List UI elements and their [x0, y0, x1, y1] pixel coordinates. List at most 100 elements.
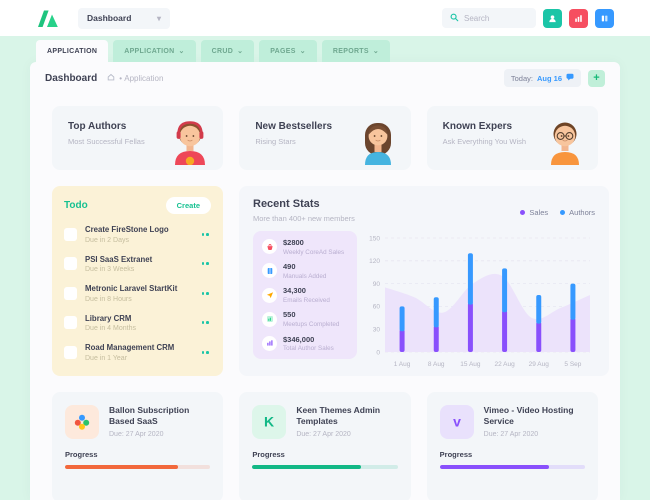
chevron-down-icon: ⌄ — [372, 48, 380, 55]
tab-application-0[interactable]: APPLICATION — [36, 40, 109, 62]
workspace-select-value: Dashboard — [87, 13, 132, 23]
svg-text:8 Aug: 8 Aug — [428, 361, 445, 368]
todo-item-menu[interactable] — [200, 290, 211, 297]
progress-label: Progress — [252, 450, 285, 459]
todo-item: PSI SaaS Extranet Due in 3 Weeks — [64, 254, 211, 273]
project-card[interactable]: v Vimeo - Video Hosting Service Due: 27 … — [426, 392, 598, 500]
bar-chart-button[interactable] — [569, 8, 588, 28]
stat-row: 550 Meetups Completed — [262, 310, 348, 328]
info-card-subtitle: Rising Stars — [255, 137, 296, 146]
project-card[interactable]: Ballon Subscription Based SaaS Due: 27 A… — [52, 392, 224, 500]
svg-text:29 Aug: 29 Aug — [529, 361, 550, 368]
stat-value: 550 — [283, 310, 296, 320]
today-date-chip[interactable]: Today: Aug 16 — [503, 69, 581, 87]
breadcrumb: Dashboard • Application Today: Aug 16 + — [30, 62, 620, 94]
stat-label: Manuals Added — [283, 272, 327, 280]
bars-icon — [266, 340, 272, 346]
columns-button[interactable] — [595, 8, 614, 28]
todo-item-title: PSI SaaS Extranet — [85, 254, 153, 264]
stats-summary-panel: $2800 Weekly CoreAd Sales 490 Manuals Ad… — [253, 231, 357, 359]
todo-checkbox[interactable] — [64, 345, 77, 359]
todo-item-due: Due in 4 Months — [85, 325, 136, 332]
main-panel: Dashboard • Application Today: Aug 16 + … — [30, 62, 620, 500]
stat-label: Emails Received — [283, 296, 330, 304]
todo-item-due: Due in 2 Days — [85, 236, 129, 244]
stat-value: $2800 — [283, 238, 304, 247]
svg-text:90: 90 — [373, 281, 381, 288]
progress-bar — [252, 465, 398, 469]
create-todo-button[interactable]: Create — [165, 197, 211, 214]
recent-stats-title: Recent Stats — [253, 198, 320, 210]
svg-text:1 Aug: 1 Aug — [394, 361, 411, 368]
svg-text:30: 30 — [373, 327, 381, 334]
chevron-down-icon: ⌄ — [178, 48, 185, 55]
svg-text:K: K — [264, 414, 274, 430]
project-due: Due: 27 Apr 2020 — [296, 430, 351, 438]
columns-icon — [601, 15, 608, 21]
todo-item-menu[interactable] — [200, 349, 211, 356]
project-card[interactable]: K Keen Themes Admin Templates Due: 27 Ap… — [239, 392, 411, 500]
user-button[interactable] — [543, 8, 562, 28]
todo-item-menu[interactable] — [200, 231, 211, 238]
legend-item-sales: Sales — [520, 202, 548, 223]
chat-icon — [566, 73, 574, 83]
home-icon[interactable] — [107, 73, 115, 83]
chevron-down-icon: ▾ — [156, 13, 161, 23]
todo-item-title: Road Management CRM — [85, 343, 175, 352]
avatar — [542, 115, 588, 170]
todo-item-title: Library CRM — [85, 313, 132, 323]
todo-item-menu[interactable] — [200, 260, 211, 267]
todo-checkbox[interactable] — [64, 227, 77, 241]
chevron-down-icon: ⌄ — [237, 48, 244, 55]
todo-checkbox[interactable] — [64, 316, 77, 330]
todo-item: Library CRM Due in 4 Months — [64, 313, 211, 332]
app-logo-icon — [36, 9, 60, 27]
breadcrumb-section[interactable]: • Application — [119, 73, 164, 83]
search-box[interactable] — [442, 8, 536, 28]
workspace-select[interactable]: Dashboard ▾ — [78, 7, 170, 29]
todo-item: Road Management CRM Due in 1 Year — [64, 343, 211, 362]
tab-pages-3[interactable]: PAGES ⌄ — [259, 40, 317, 62]
stat-row: 34,300 Emails Received — [262, 286, 348, 304]
vimeo-v-icon: v — [453, 414, 461, 430]
svg-text:5 Sep: 5 Sep — [564, 361, 581, 368]
svg-text:0: 0 — [376, 349, 380, 356]
avatar — [167, 115, 213, 170]
svg-text:15 Aug: 15 Aug — [460, 361, 481, 368]
legend-item-authors: Authors — [560, 202, 595, 223]
search-icon — [450, 13, 459, 22]
todo-checkbox[interactable] — [64, 286, 77, 300]
todo-item-menu[interactable] — [200, 319, 211, 326]
keen-k-icon: K — [264, 414, 274, 430]
stat-value: 490 — [283, 262, 296, 272]
tab-reports-4[interactable]: REPORTS ⌄ — [321, 40, 391, 62]
project-due: Due: 27 Apr 2020 — [483, 430, 539, 438]
page-title: Dashboard — [45, 72, 98, 84]
stat-label: Meetups Completed — [283, 320, 340, 328]
svg-text:22 Aug: 22 Aug — [494, 361, 515, 368]
project-title: Ballon Subscription Based SaaS — [109, 405, 190, 427]
basket-icon — [266, 243, 273, 250]
tab-bar: APPLICATION APPLICATION ⌄ CRUD ⌄ PAGES ⌄ RE… — [36, 40, 391, 62]
info-card-subtitle: Ask Everything You Wish — [442, 137, 527, 146]
progress-label: Progress — [439, 450, 473, 459]
project-due: Due: 27 Apr 2020 — [109, 430, 164, 438]
search-input[interactable] — [464, 13, 526, 23]
chart-legend: Sales Authors — [520, 202, 595, 223]
tab-crud-2[interactable]: CRUD ⌄ — [200, 40, 255, 62]
project-title: Vimeo - Video Hosting Service — [483, 405, 574, 427]
home-icon — [107, 73, 115, 81]
info-card[interactable]: Top Authors Most Successful Fellas — [52, 106, 224, 170]
recent-stats-chart: 0 30 60 90 120 150 1 Aug 8 Aug 15 Aug 22 Aug 29 Au… — [369, 235, 590, 368]
search-icon — [450, 9, 459, 27]
svg-text:120: 120 — [369, 258, 380, 265]
add-button[interactable]: + — [588, 69, 605, 87]
progress-label: Progress — [65, 450, 98, 459]
tab-application-1[interactable]: APPLICATION ⌄ — [113, 40, 196, 62]
info-card[interactable]: Known Expers Ask Everything You Wish — [426, 106, 598, 170]
clover-icon — [74, 414, 90, 430]
todo-checkbox[interactable] — [64, 257, 77, 271]
stat-label: Weekly CoreAd Sales — [283, 248, 345, 256]
todo-card: Todo Create Create FireStone Logo Due in… — [52, 186, 223, 376]
info-card[interactable]: New Bestsellers Rising Stars — [239, 106, 411, 170]
